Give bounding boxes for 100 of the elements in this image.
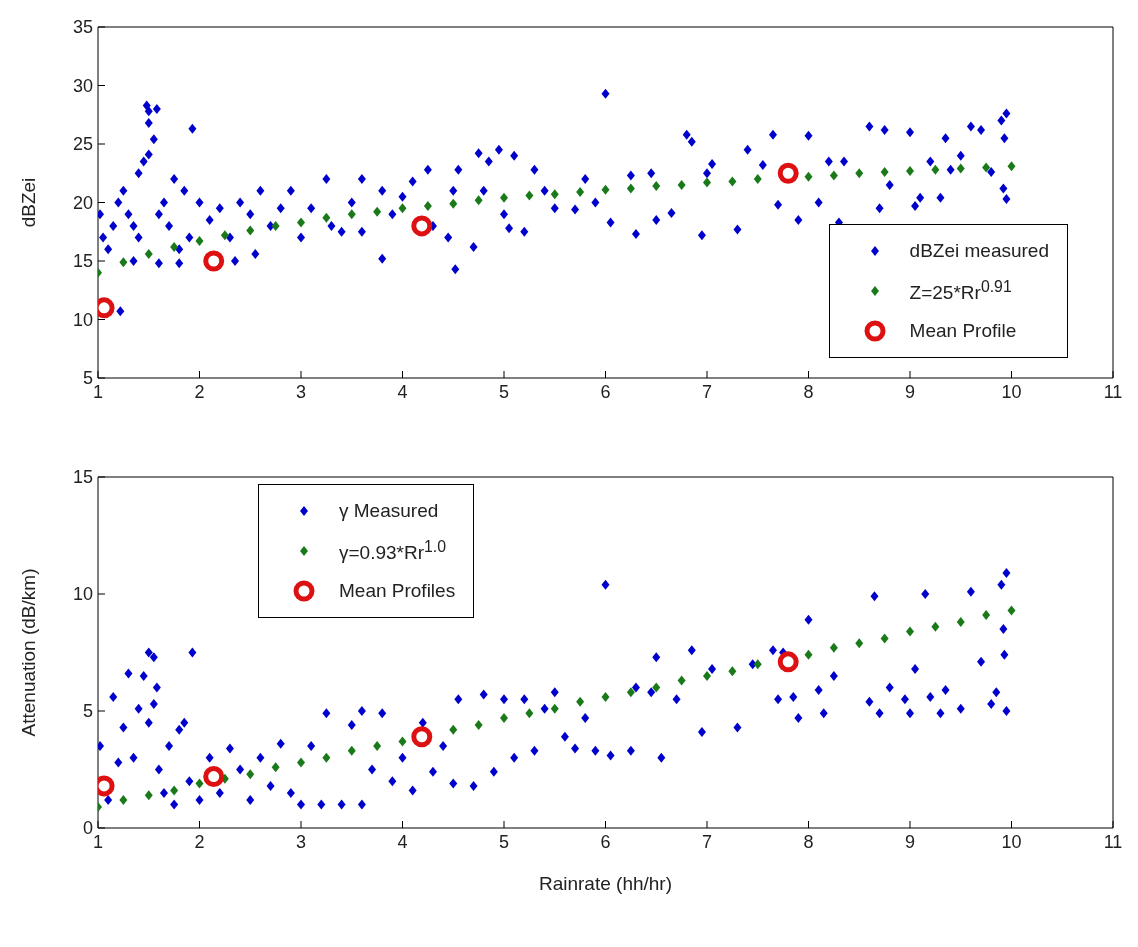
point [1007, 605, 1016, 616]
point [753, 659, 762, 670]
x-tick-label: 9 [904, 831, 916, 852]
x-tick-label: 3 [295, 831, 307, 852]
point [906, 165, 914, 176]
y-tick-label: 5 [82, 368, 93, 389]
point [246, 769, 255, 780]
point [271, 762, 280, 773]
x-tick-label: 5 [498, 381, 510, 402]
point [550, 703, 559, 714]
y-axis-title: Attenuation (dB/km) [17, 568, 39, 737]
point [195, 236, 204, 247]
point [449, 724, 458, 735]
point [322, 752, 331, 763]
y-tick-label: 30 [72, 75, 93, 96]
point [982, 610, 991, 621]
x-tick-label: 4 [397, 831, 408, 852]
point [626, 687, 635, 698]
point [423, 201, 432, 212]
point [703, 177, 711, 188]
y-tick-label: 5 [82, 701, 93, 722]
point [677, 675, 686, 686]
legend-label: Mean Profiles [339, 580, 456, 602]
x-tick-label: 10 [1001, 831, 1022, 852]
point [474, 195, 483, 206]
point [119, 257, 128, 268]
point [956, 617, 965, 628]
point [550, 189, 559, 200]
x-tick-label: 10 [1001, 381, 1022, 402]
y-tick-label: 35 [72, 17, 93, 38]
point [449, 198, 458, 209]
x-tick-label: 8 [803, 381, 814, 402]
point [829, 642, 838, 653]
legend-label: γ Measured [339, 500, 439, 522]
legend-label: Mean Profile [909, 320, 1017, 342]
point [203, 250, 225, 272]
point [373, 206, 382, 217]
point [500, 713, 508, 724]
point [398, 736, 407, 747]
point [144, 248, 153, 259]
x-tick-label: 11 [1103, 381, 1123, 402]
y-tick-label: 10 [72, 309, 93, 330]
point [347, 745, 356, 756]
point [203, 766, 225, 788]
x-tick-label: 7 [701, 381, 713, 402]
point [144, 790, 153, 801]
point [855, 168, 864, 179]
point [525, 708, 534, 719]
point [728, 176, 737, 187]
point [347, 209, 356, 220]
point [982, 162, 991, 173]
point [195, 778, 204, 789]
point [728, 666, 737, 677]
point [880, 633, 889, 644]
point [411, 215, 433, 237]
point [297, 757, 305, 768]
x-tick-label: 4 [397, 381, 408, 402]
point [297, 217, 305, 228]
y-tick-label: 10 [72, 584, 93, 605]
x-tick-label: 2 [194, 381, 205, 402]
point [170, 785, 179, 796]
x-tick-label: 2 [194, 831, 205, 852]
point [931, 164, 940, 175]
point [601, 184, 610, 195]
point [322, 212, 331, 223]
point [246, 225, 255, 236]
legend-label: γ=0.93*Rr$^{1.0}$ [339, 537, 447, 565]
y-axis-title: dBZei [17, 177, 39, 228]
x-tick-label: 7 [701, 831, 713, 852]
x-axis-title: Rainrate (hh/hr) [538, 873, 673, 894]
point [880, 167, 889, 178]
point [220, 230, 229, 241]
point [271, 220, 280, 231]
y-tick-label: 0 [82, 818, 93, 839]
point [601, 691, 610, 702]
x-tick-label: 1 [92, 381, 104, 402]
point [474, 720, 483, 731]
point [170, 241, 179, 252]
point [906, 626, 914, 637]
x-tick-label: 11 [1103, 831, 1123, 852]
point [626, 183, 635, 194]
point [855, 638, 864, 649]
x-tick-label: 9 [904, 381, 916, 402]
x-tick-label: 5 [498, 831, 510, 852]
legend-label: Z=25*Rr$^{0.91}$ [909, 277, 1012, 305]
point [753, 174, 762, 185]
point [777, 162, 799, 184]
legend-label: dBZei measured [909, 240, 1049, 262]
x-tick-label: 3 [295, 381, 307, 402]
point [652, 181, 661, 192]
point [652, 682, 661, 693]
x-tick-label: 8 [803, 831, 814, 852]
point [931, 621, 940, 632]
point [576, 186, 585, 197]
point [576, 696, 585, 707]
x-tick-label: 6 [600, 831, 611, 852]
point [398, 203, 407, 214]
point [956, 163, 965, 174]
point [119, 794, 128, 805]
x-tick-label: 6 [600, 381, 611, 402]
